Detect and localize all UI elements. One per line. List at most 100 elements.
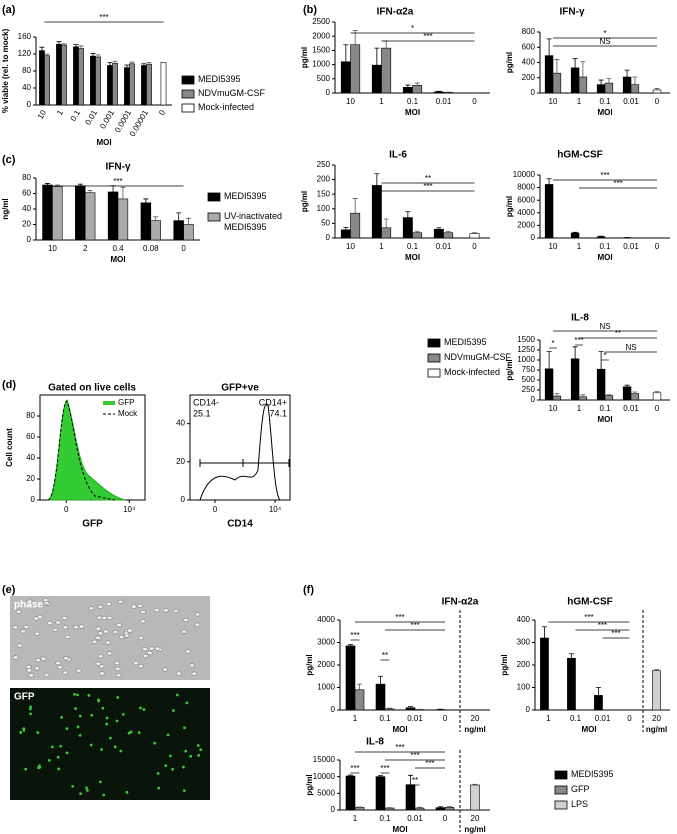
- cell: [173, 609, 179, 614]
- legend-entry: UV-inactivated MEDI5395: [224, 211, 282, 232]
- bar: [544, 368, 554, 401]
- image-label: GFP: [14, 692, 35, 703]
- y-tick-label: 2000: [317, 660, 335, 669]
- chart-title: GFP+ve: [221, 383, 259, 394]
- error-bar: [129, 61, 135, 64]
- bar: [578, 76, 588, 94]
- y-tick-label: 1500: [312, 46, 330, 55]
- error-bar: [606, 78, 612, 84]
- bar: [345, 645, 356, 711]
- error-bar: [343, 44, 349, 62]
- y-axis-label: pg/ml: [505, 196, 514, 217]
- gate-value: 74.1: [269, 408, 287, 418]
- cell: [76, 668, 82, 673]
- bar: [107, 191, 119, 241]
- y-tick-label: 1000: [312, 60, 330, 69]
- bar: [622, 76, 632, 94]
- x-tick-label: 10: [36, 108, 49, 121]
- cell: [60, 715, 64, 719]
- cell: [28, 707, 32, 711]
- significance-label: **: [615, 329, 621, 338]
- bar: [540, 637, 549, 711]
- cell: [99, 671, 105, 676]
- error-bar: [39, 46, 45, 51]
- error-bar: [348, 644, 353, 646]
- bar: [433, 228, 444, 239]
- bar: [652, 89, 662, 94]
- legend-swatch: [181, 103, 195, 113]
- x-tick-label: 10: [549, 97, 558, 106]
- error-bar: [414, 82, 420, 86]
- y-tick-label: 60: [22, 189, 31, 198]
- y-tick-label: 250: [522, 385, 536, 394]
- bar: [570, 67, 580, 94]
- bar: [652, 670, 661, 711]
- cell: [115, 719, 119, 723]
- cell: [29, 705, 33, 709]
- legend-entry: MEDI5395: [198, 74, 241, 84]
- bar: [375, 683, 386, 711]
- cell: [57, 767, 61, 771]
- cell: [55, 620, 61, 625]
- cell: [98, 664, 105, 669]
- y-axis-label: ng/ml: [1, 198, 10, 219]
- gfp-image: [10, 688, 210, 800]
- legend-entry: Mock-infected: [198, 102, 254, 112]
- cell: [140, 619, 146, 624]
- bar: [107, 65, 113, 106]
- chart-title: IL-8: [571, 313, 589, 324]
- cell: [52, 627, 59, 632]
- y-tick-label: 1000: [317, 683, 335, 692]
- cell: [100, 748, 103, 751]
- y-tick-label: 20: [26, 474, 35, 483]
- bar: [630, 84, 640, 94]
- x-tick-label: 0.08: [143, 244, 159, 253]
- error-bar: [141, 63, 147, 66]
- bar: [630, 393, 640, 401]
- error-bar: [44, 183, 50, 185]
- y-tick-label: 40: [176, 419, 185, 428]
- cell: [55, 661, 61, 666]
- x-axis-label: MOI: [597, 108, 612, 117]
- bar: [44, 55, 50, 106]
- x-tick-label: 0.1: [599, 242, 611, 251]
- legend-label: Mock-infected: [444, 367, 501, 377]
- density-curve: [47, 399, 126, 501]
- y-tick-label: 0: [331, 805, 336, 814]
- x-axis-label: GFP: [82, 519, 103, 530]
- y-tick-label: 0: [526, 705, 531, 714]
- legend-swatch: [181, 89, 195, 99]
- gate-label: CD14+: [259, 397, 287, 407]
- error-bar: [348, 774, 353, 776]
- error-bar: [445, 230, 451, 233]
- x-tick-label: 0.1: [599, 404, 611, 413]
- bar: [435, 807, 446, 811]
- cell: [182, 765, 185, 769]
- y-tick-label: 500: [317, 74, 331, 83]
- error-bar: [654, 669, 659, 671]
- x-tick-label: 10⁴: [269, 505, 282, 514]
- cell: [73, 692, 76, 696]
- significance-label: ***: [611, 629, 620, 638]
- cell: [153, 741, 157, 745]
- panel-label: (b): [303, 4, 317, 16]
- error-bar: [624, 384, 630, 387]
- significance-label: ***: [598, 621, 607, 630]
- significance-label: ***: [410, 751, 419, 760]
- y-tick-label: 400: [517, 615, 531, 624]
- y-tick-label: 20: [22, 220, 31, 229]
- y-tick-label: 160: [18, 32, 32, 41]
- significance-label: ***: [350, 764, 359, 773]
- y-tick-label: 500: [522, 375, 536, 384]
- cell: [194, 612, 201, 617]
- bar: [183, 224, 194, 241]
- cell: [105, 716, 109, 720]
- gate-value: 25.1: [193, 408, 211, 418]
- error-bar: [654, 391, 660, 393]
- x-tick-label: 0.01: [623, 242, 639, 251]
- error-bar: [632, 76, 638, 85]
- x-tick-label: 0.01: [623, 97, 639, 106]
- bar: [381, 227, 392, 239]
- x-tick-label: 0: [443, 814, 448, 823]
- error-bar: [546, 351, 552, 369]
